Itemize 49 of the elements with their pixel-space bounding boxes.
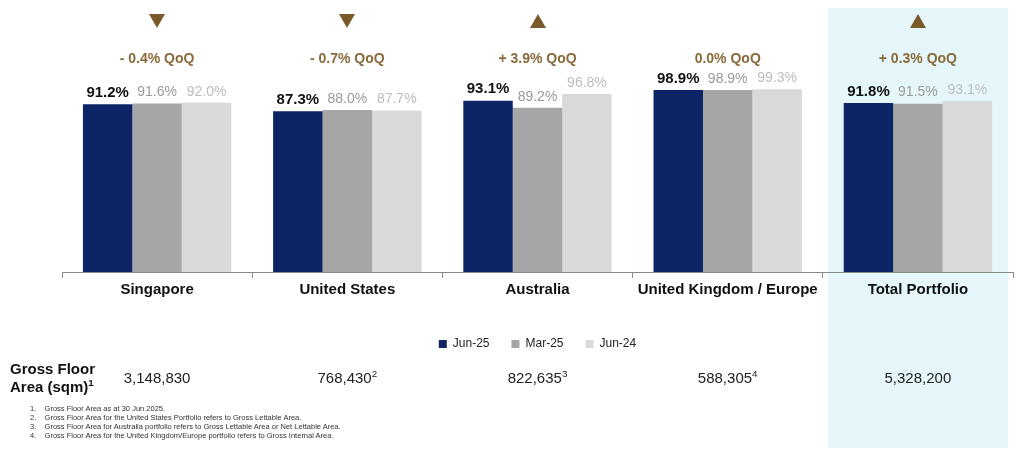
bar — [843, 103, 894, 272]
text: - 0.4% QoQ — [119, 49, 195, 66]
data-label: 99.3% — [757, 69, 797, 86]
bar — [82, 104, 133, 272]
x-tick-label: Australia — [505, 280, 571, 298]
text: 0.0% QoQ — [694, 49, 761, 66]
x-tick-label: United Kingdom / Europe — [637, 280, 818, 298]
data-label: 91.2% — [86, 82, 129, 100]
bar — [752, 89, 802, 272]
x-tick-label: Singapore — [120, 280, 194, 298]
bar — [463, 100, 513, 272]
text: Gross Floor Area (sqm)$^{1}$ — [10, 360, 96, 396]
x-tick-label: Total Portfolio — [867, 280, 969, 298]
text: + 3.9% QoQ — [498, 49, 577, 66]
data-label: 91.6% — [137, 83, 177, 100]
data-label: 96.8% — [567, 73, 607, 90]
data-label: 91.8% — [847, 81, 890, 99]
text: - 0.7% QoQ — [309, 49, 385, 66]
data-label: 87.7% — [376, 90, 417, 107]
bar — [702, 90, 753, 272]
bar — [893, 103, 943, 272]
legend-label: Mar-25 — [525, 336, 564, 351]
data-label: 91.5% — [898, 83, 938, 100]
legend-label: Jun-25 — [452, 336, 490, 351]
bar — [132, 103, 182, 272]
data-label: 93.1% — [947, 80, 988, 97]
data-label: 98.9% — [656, 68, 700, 86]
x-tick-label: United States — [299, 280, 396, 298]
data-label: 92.0% — [186, 82, 227, 99]
bar — [942, 100, 993, 272]
bar — [273, 111, 323, 272]
bar — [372, 110, 422, 272]
text: 5,328,200 — [883, 369, 953, 386]
data-label: 98.9% — [707, 69, 748, 86]
data-label: 89.2% — [517, 87, 558, 104]
bar — [653, 90, 703, 272]
text: 588,305$^{4}$ — [696, 368, 759, 386]
text: 822,635$^{3}$ — [506, 368, 569, 386]
text: 768,430$^{2}$ — [316, 368, 379, 386]
bar — [512, 107, 563, 272]
bar — [322, 110, 373, 272]
bar — [181, 102, 232, 272]
data-label: 88.0% — [327, 89, 368, 106]
text: + 0.3% QoQ — [878, 49, 958, 66]
data-label: 93.1% — [466, 79, 510, 97]
legend-label: Jun-24 — [599, 336, 637, 351]
bar — [562, 93, 612, 272]
text: 3,148,830 — [123, 369, 191, 386]
data-label: 87.3% — [276, 90, 320, 108]
